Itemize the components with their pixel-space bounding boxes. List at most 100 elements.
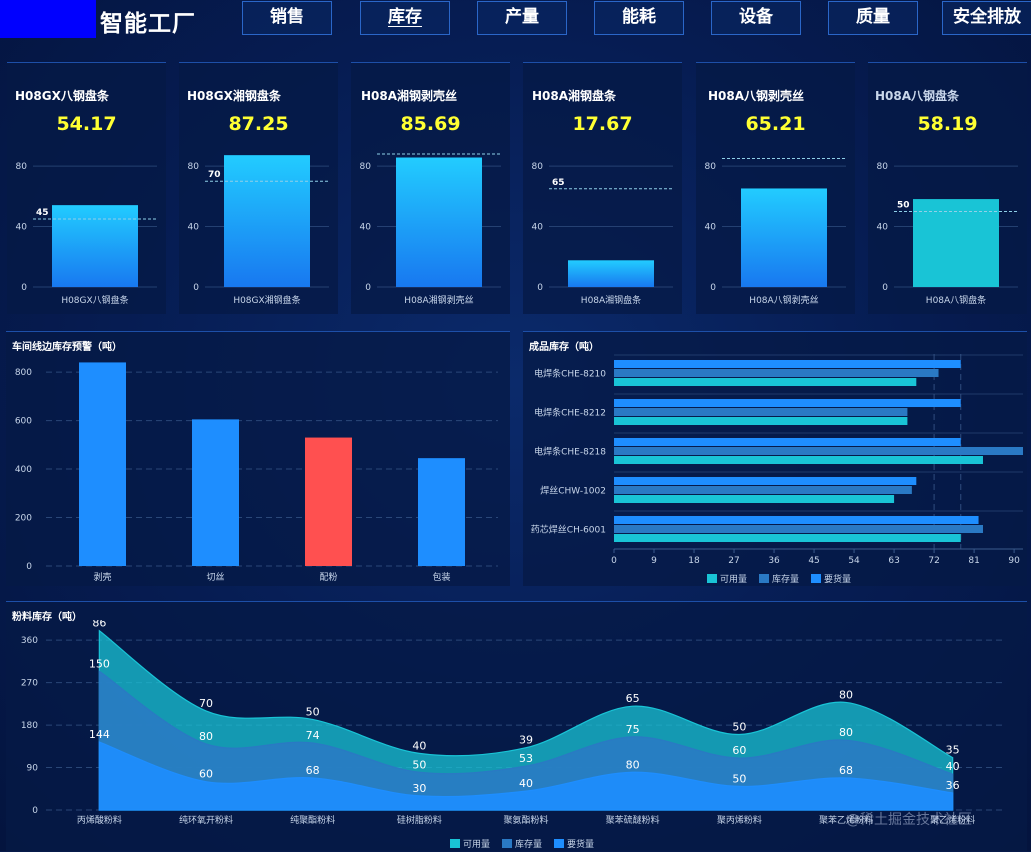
data-label: 50 bbox=[732, 772, 746, 785]
tab-safety-emission[interactable]: 安全排放 bbox=[942, 1, 1031, 35]
y-tick-label: 0 bbox=[710, 283, 716, 293]
finished-goods-panel: 成品库存（吨） 0 9 18 27 36 45 54 63 72 81 90 电焊条CHE-8210 电… bbox=[523, 331, 1027, 586]
header-bar: 智能工厂 销售 库存 产量 能耗 设备 质量 安全排放 bbox=[0, 0, 1031, 42]
data-label: 80 bbox=[839, 726, 853, 739]
x-tick-label: 0 bbox=[611, 556, 617, 566]
y-tick-label: 0 bbox=[193, 283, 199, 293]
bar bbox=[614, 516, 979, 524]
bar bbox=[224, 155, 310, 287]
kpi-panel-4: H08A湘钢盘条 17.67 0 40 80 65 H08A湘钢盘条 bbox=[523, 62, 682, 314]
tab-sales[interactable]: 销售 bbox=[242, 1, 332, 35]
y-tick-label: 80 bbox=[360, 162, 372, 172]
x-tick-label: 聚苯乙烯粉料 bbox=[819, 814, 873, 826]
bar bbox=[614, 369, 939, 377]
tab-equipment[interactable]: 设备 bbox=[711, 1, 801, 35]
legend-label: 可用量 bbox=[463, 839, 490, 850]
tab-energy[interactable]: 能耗 bbox=[594, 1, 684, 35]
data-label: 65 bbox=[626, 692, 640, 705]
x-tick-label: 72 bbox=[928, 556, 939, 566]
tab-inventory[interactable]: 库存 bbox=[360, 1, 450, 35]
x-tick-label: 配粉 bbox=[319, 571, 337, 583]
bar bbox=[614, 438, 961, 446]
y-tick-label: 40 bbox=[16, 223, 28, 233]
bar bbox=[614, 477, 917, 485]
y-tick-label: 电焊条CHE-8210 bbox=[534, 368, 606, 380]
kpi-name: H08A湘钢剥壳丝 bbox=[361, 89, 458, 103]
kpi-value: 54.17 bbox=[56, 113, 117, 135]
x-tick-label: 聚丙烯粉料 bbox=[717, 814, 762, 826]
threshold-label: 50 bbox=[897, 200, 910, 210]
data-label: 60 bbox=[199, 768, 213, 781]
bar bbox=[741, 188, 827, 287]
data-label: 50 bbox=[732, 721, 746, 734]
kpi-chart: 0 40 80 65 H08A湘钢盘条 bbox=[532, 162, 673, 306]
x-tick-label: 包装 bbox=[432, 571, 450, 583]
kpi-value: 87.25 bbox=[228, 113, 289, 135]
y-tick-label: 40 bbox=[705, 223, 717, 233]
y-tick-label: 40 bbox=[360, 223, 372, 233]
data-label: 80 bbox=[839, 688, 853, 701]
bar bbox=[396, 157, 482, 287]
x-tick-label: 丙烯酸粉料 bbox=[77, 814, 122, 826]
tab-label: 销售 bbox=[270, 7, 304, 27]
x-tick-label: 聚苯硫醚粉料 bbox=[606, 814, 660, 826]
y-tick-label: 400 bbox=[15, 465, 32, 475]
threshold-label: 45 bbox=[36, 208, 49, 218]
kpi-value: 17.67 bbox=[572, 113, 633, 135]
legend-label: 要货量 bbox=[824, 573, 851, 585]
legend-label: 库存量 bbox=[772, 573, 799, 585]
y-tick-label: 40 bbox=[188, 223, 200, 233]
bar bbox=[418, 458, 465, 566]
data-label: 150 bbox=[89, 657, 110, 670]
x-tick-label: 45 bbox=[808, 556, 819, 566]
tab-output[interactable]: 产量 bbox=[477, 1, 567, 35]
data-label: 80 bbox=[626, 758, 640, 771]
data-label: 74 bbox=[306, 729, 320, 742]
watermark: @稀土掘金技术社区 bbox=[846, 812, 972, 828]
x-tick-label: H08A湘钢剥壳丝 bbox=[404, 294, 473, 306]
data-label: 80 bbox=[199, 730, 213, 743]
kpi-chart: 0 40 80 H08A湘钢剥壳丝 bbox=[360, 153, 501, 306]
bar bbox=[614, 525, 983, 533]
tab-label: 质量 bbox=[856, 7, 890, 27]
threshold-label: 65 bbox=[552, 178, 565, 188]
legend-swatch bbox=[450, 839, 460, 848]
kpi-name: H08GX八钢盘条 bbox=[15, 89, 109, 103]
powder-inventory-chart: 0 90 180 270 360 144 60 68 30 40 80 50 68 36 150 80 74 50… bbox=[21, 620, 1006, 850]
kpi-chart: 0 40 80 45 H08GX八钢盘条 bbox=[16, 162, 157, 306]
x-tick-label: 聚氨酯粉料 bbox=[503, 814, 548, 826]
data-label: 144 bbox=[89, 728, 110, 741]
bar bbox=[192, 419, 239, 566]
y-tick-label: 药芯焊丝CH-6001 bbox=[531, 524, 606, 536]
area-series bbox=[98, 670, 954, 811]
y-tick-label: 0 bbox=[365, 283, 371, 293]
kpi-panel-2: H08GX湘钢盘条 87.25 0 40 80 70 H08GX湘钢盘条 bbox=[179, 62, 338, 314]
kpi-panel-1: H08GX八钢盘条 54.17 0 40 80 45 H08GX八钢盘条 bbox=[7, 62, 166, 314]
data-label: 30 bbox=[412, 782, 426, 795]
x-tick-label: 硅树脂粉料 bbox=[397, 814, 442, 826]
data-label: 68 bbox=[839, 764, 853, 777]
data-label: 86 bbox=[92, 620, 106, 630]
x-tick-label: 27 bbox=[728, 556, 739, 566]
x-tick-label: 90 bbox=[1008, 556, 1020, 566]
bar bbox=[614, 399, 961, 407]
y-tick-label: 80 bbox=[188, 162, 200, 172]
legend-swatch bbox=[811, 574, 821, 583]
x-tick-label: 54 bbox=[848, 556, 860, 566]
line-side-inventory-panel: 车间线边库存预警（吨） 0 200 400 600 800 剥壳 切丝 配粉 包装 bbox=[6, 331, 510, 586]
data-label: 68 bbox=[306, 764, 320, 777]
data-label: 53 bbox=[519, 752, 533, 765]
bar bbox=[614, 447, 1023, 455]
bar bbox=[305, 437, 352, 566]
x-tick-label: 18 bbox=[688, 556, 700, 566]
data-label: 50 bbox=[412, 758, 426, 771]
line-side-chart: 0 200 400 600 800 剥壳 切丝 配粉 包装 bbox=[15, 362, 498, 583]
bar bbox=[614, 456, 983, 464]
legend-swatch bbox=[759, 574, 769, 583]
tab-quality[interactable]: 质量 bbox=[828, 1, 918, 35]
bar bbox=[913, 199, 999, 287]
kpi-chart: 0 40 80 70 H08GX湘钢盘条 bbox=[188, 155, 329, 306]
kpi-name: H08A湘钢盘条 bbox=[532, 89, 617, 103]
y-tick-label: 0 bbox=[882, 283, 888, 293]
bar bbox=[614, 417, 908, 425]
